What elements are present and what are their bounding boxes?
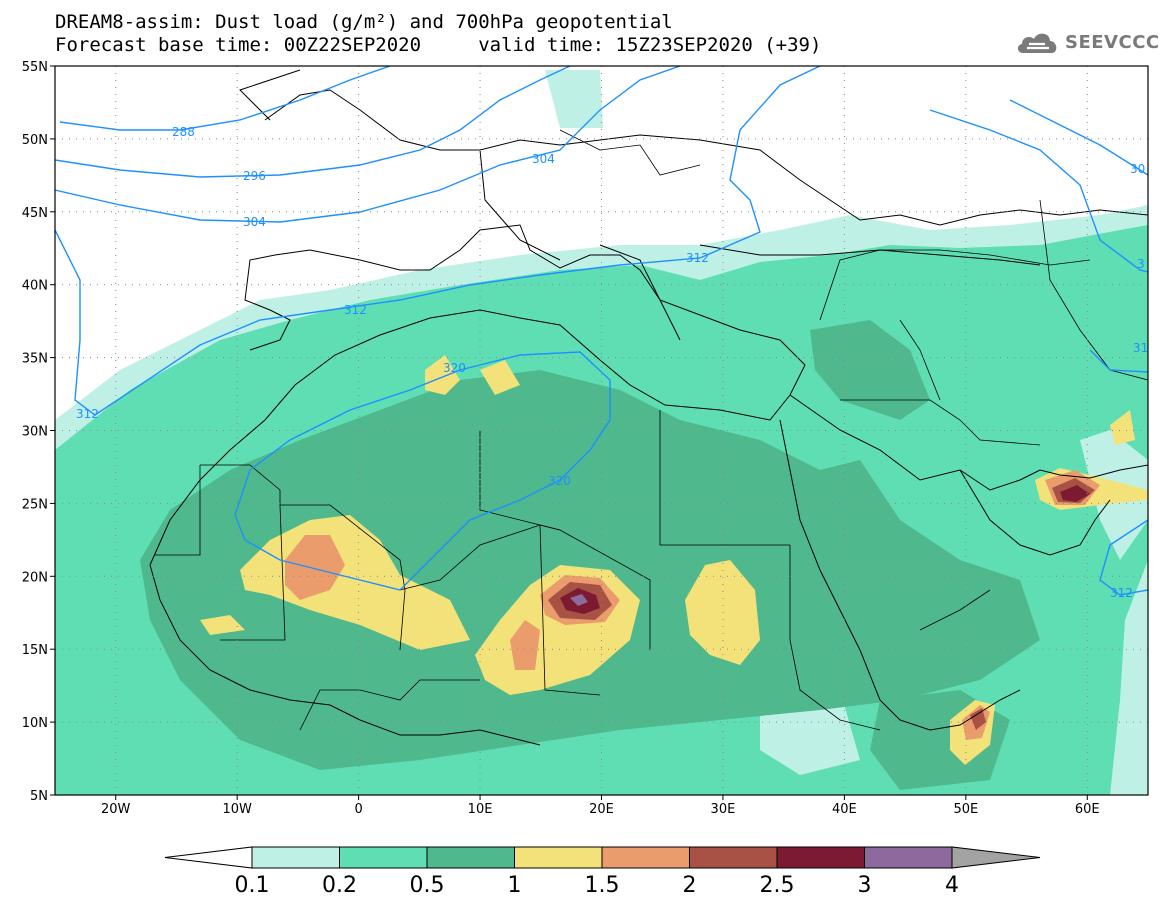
contour-label: 312 [76,407,99,421]
colorbar-swatch [776,846,865,869]
colorbar-label: 0.1 [235,873,270,898]
contour-label: 296 [243,169,266,183]
colorbar-label: 1 [508,873,522,898]
dust-level-1 [425,355,460,395]
colorbar-swatch [601,846,690,869]
latitude-axis: 55N 50N 45N 40N 35N 30N 25N 20N 15N 10N 5N [22,60,55,804]
colorbar-swatch [339,846,428,869]
lon-tick-label: 10E [468,802,493,817]
dust-level-3 [570,594,588,606]
colorbar-label: 2 [683,873,697,898]
lon-tick-label: 30E [711,802,736,817]
colorbar-swatch [514,846,603,869]
lat-tick-label: 30N [22,425,48,440]
colorbar-high-arrow [951,846,1041,869]
contour-label: 312 [1110,586,1133,600]
dust-level-0-1 [545,70,603,128]
contour-312-east [1099,519,1148,596]
dust-level-2-5 [1060,485,1090,502]
colorbar: 0.1 0.2 0.5 1 1.5 2 2.5 3 4 [164,846,1041,898]
contour-label: 30 [1130,162,1145,176]
colorbar-label: 0.2 [322,873,357,898]
lat-tick-label: 15N [22,643,48,658]
lon-tick-label: 40E [832,802,857,817]
contour-312 [55,66,821,416]
colorbar-low-arrow [164,846,253,869]
lon-tick-label: 20W [101,802,131,817]
lat-tick-label: 55N [22,60,48,75]
contour-label: 312 [686,251,709,265]
seevccc-logo: SEEVCCC [1015,25,1160,59]
lat-tick-label: 5N [30,789,48,804]
colorbar-swatch [689,846,778,869]
contour-320 [234,351,611,591]
contour-30x [1009,99,1148,176]
contour-288 [59,66,391,131]
dust-level-1-5 [510,620,540,670]
lat-tick-label: 40N [22,279,48,294]
colorbar-swatch [251,846,340,869]
contour-label: 304 [243,215,266,229]
lon-tick-label: 50E [953,802,978,817]
contour-label: 288 [172,125,195,139]
contour-304 [55,66,681,223]
geopotential-contours [55,66,1148,596]
lat-tick-label: 35N [22,352,48,367]
dust-level-1 [480,360,520,395]
lat-tick-label: 50N [22,133,48,148]
map-title: DREAM8-assim: Dust load (g/m²) and 700hP… [55,11,673,33]
map-subtitle: Forecast base time: 00Z22SEP2020 valid t… [55,34,822,56]
colorbar-label: 4 [945,873,959,898]
dust-level-1 [200,615,245,635]
colorbar-swatch [864,846,953,869]
colorbar-label: 2.5 [760,873,795,898]
contour-31x [1089,349,1148,373]
lon-tick-label: 60E [1075,802,1100,817]
contour-label: 320 [443,361,466,375]
country-borders [155,129,1148,731]
contour-label: 304 [532,152,555,166]
colorbar-swatch [426,846,515,869]
lat-tick-label: 20N [22,570,48,585]
lon-tick-label: 20E [589,802,614,817]
contour-label: 320 [548,474,571,488]
colorbar-label: 1.5 [585,873,620,898]
contour-labels: 288 296 304 304 312 312 312 320 320 312 … [76,125,1148,600]
colorbar-label: 3 [858,873,872,898]
contour-label: 31 [1133,341,1148,355]
dust-level-1 [1110,410,1135,445]
dust-level-2 [970,708,986,730]
contour-3x [929,109,1148,273]
colorbar-label: 0.5 [410,873,445,898]
lon-tick-label: 10W [222,802,252,817]
lat-tick-label: 45N [22,206,48,221]
contour-label: 3 [1137,257,1145,271]
graticule [55,66,1148,795]
dust-level-0-5 [810,320,930,420]
cloud-icon [1017,33,1057,53]
logo-text: SEEVCCC [1065,31,1160,53]
longitude-axis: 20W 10W 0 10E 20E 30E 40E 50E 60E [101,795,1100,817]
dust-level-1-5 [285,535,345,600]
contour-label: 312 [344,303,367,317]
lat-tick-label: 10N [22,716,48,731]
lat-tick-label: 25N [22,497,48,512]
lon-tick-label: 0 [354,802,362,817]
contour-296 [55,66,571,178]
